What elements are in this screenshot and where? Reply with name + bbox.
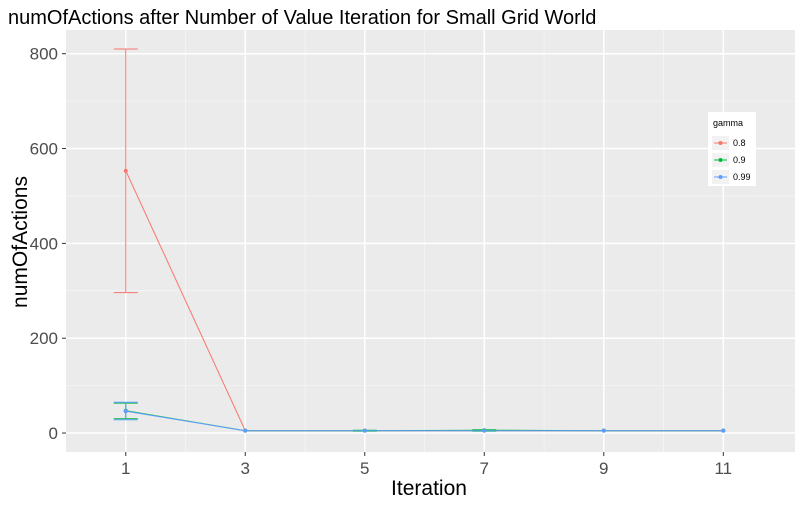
data-point <box>601 428 606 433</box>
y-axis-label: numOfActions <box>9 176 32 308</box>
legend-label: 0.9 <box>733 155 746 165</box>
legend-key-point <box>718 158 723 162</box>
legend-label: 0.8 <box>733 138 746 148</box>
x-axis-label: Iteration <box>391 477 467 500</box>
chart-title: numOfActions after Number of Value Itera… <box>8 7 596 29</box>
data-point <box>123 409 128 414</box>
y-tick-label: 400 <box>30 234 58 253</box>
legend-key-point <box>718 141 723 145</box>
x-tick-label: 1 <box>121 459 130 478</box>
legend-label: 0.99 <box>733 172 751 182</box>
legend-title: gamma <box>713 118 743 128</box>
y-tick-label: 600 <box>30 140 58 159</box>
legend-item: 0.9 <box>712 153 746 167</box>
x-tick-label: 11 <box>714 459 732 478</box>
x-tick-label: 9 <box>599 459 608 478</box>
x-tick-label: 7 <box>480 459 489 478</box>
data-point <box>482 428 487 433</box>
axes: 1 3 5 7 9 11 0 200 400 600 800 <box>30 45 732 478</box>
legend-item: 0.99 <box>712 170 751 184</box>
series-line <box>125 410 724 432</box>
series-lines <box>113 48 726 433</box>
legend-item: 0.8 <box>712 136 746 150</box>
y-tick-label: 200 <box>30 329 58 348</box>
data-point <box>362 428 367 433</box>
y-tick-label: 800 <box>30 45 58 64</box>
x-tick-label: 3 <box>241 459 250 478</box>
series-0.99 <box>113 401 726 433</box>
legend-key-point <box>718 175 723 179</box>
data-point <box>123 168 128 173</box>
x-tick-label: 5 <box>360 459 369 478</box>
data-point <box>243 428 248 433</box>
plot-panel-background <box>66 30 795 452</box>
plot-panel <box>66 30 795 452</box>
data-point <box>721 428 726 433</box>
y-tick-label: 0 <box>49 424 58 443</box>
legend: gamma 0.8 0.9 0.99 <box>708 112 756 186</box>
